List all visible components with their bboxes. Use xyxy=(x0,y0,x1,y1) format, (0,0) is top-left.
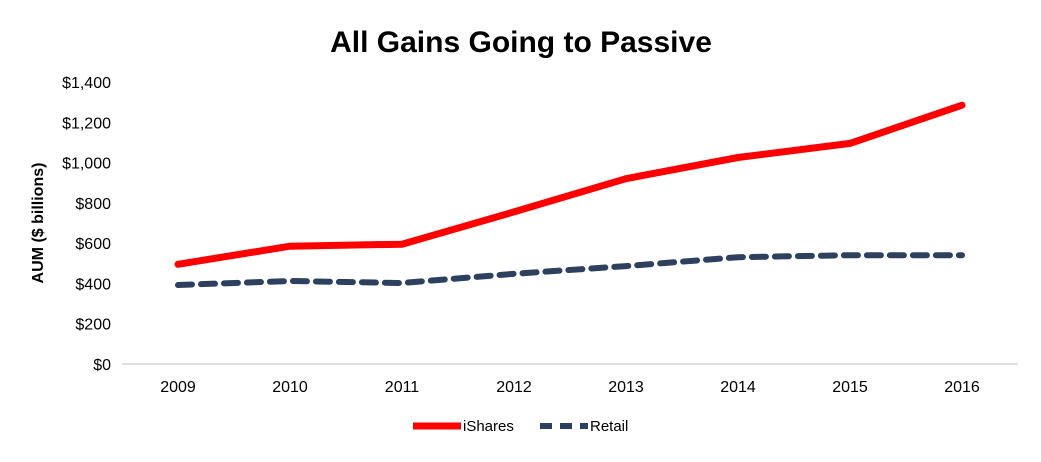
x-tick-label: 2011 xyxy=(385,379,420,396)
x-tick-label: 2010 xyxy=(272,379,308,396)
y-tick-label: $200 xyxy=(75,317,111,334)
y-tick-label: $600 xyxy=(75,236,111,253)
x-axis-ticks: 2009 2010 2011 2012 2013 2014 2015 2016 xyxy=(160,379,980,396)
x-tick-label: 2014 xyxy=(720,379,756,396)
y-tick-label: $400 xyxy=(75,276,111,293)
y-tick-label: $1,400 xyxy=(62,75,111,92)
y-axis-label: AUM ($ billions) xyxy=(30,163,47,284)
x-tick-label: 2015 xyxy=(832,379,868,396)
x-tick-label: 2013 xyxy=(608,379,644,396)
y-tick-label: $800 xyxy=(75,196,111,213)
x-tick-label: 2009 xyxy=(160,379,196,396)
legend-label: Retail xyxy=(590,418,628,435)
series-lines xyxy=(174,101,966,288)
legend: iShares Retail xyxy=(413,418,628,435)
legend-label: iShares xyxy=(463,418,514,435)
chart-title: All Gains Going to Passive xyxy=(330,26,712,59)
y-axis-ticks: $0 $200 $400 $600 $800 $1,000 $1,200 $1,400 xyxy=(62,75,111,374)
y-tick-label: $0 xyxy=(93,357,111,374)
y-tick-label: $1,000 xyxy=(62,156,111,173)
series-line-ishares xyxy=(174,101,966,268)
x-tick-label: 2012 xyxy=(496,379,532,396)
x-tick-label: 2016 xyxy=(944,379,980,396)
series-line-retail xyxy=(175,252,965,288)
y-tick-label: $1,200 xyxy=(62,115,111,132)
